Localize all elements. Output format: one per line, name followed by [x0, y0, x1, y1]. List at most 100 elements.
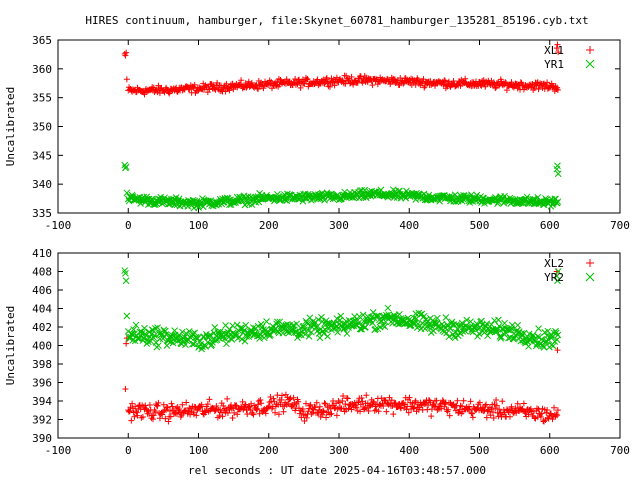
x-tick-label: 200	[259, 444, 279, 457]
data-point	[548, 80, 555, 87]
y-axis-label: Uncalibrated	[4, 87, 17, 166]
data-point	[257, 396, 264, 403]
data-point	[255, 401, 262, 408]
data-point	[359, 311, 367, 319]
data-point	[219, 334, 226, 342]
data-point	[438, 405, 445, 412]
data-point	[123, 49, 130, 56]
x-tick-label: 0	[125, 219, 132, 232]
data-point	[490, 414, 497, 421]
data-point	[554, 87, 561, 94]
data-point	[132, 403, 139, 410]
data-point	[156, 196, 164, 203]
data-point	[240, 327, 248, 334]
data-point	[506, 413, 513, 420]
data-point	[421, 82, 428, 89]
data-point	[263, 318, 270, 325]
data-point	[499, 398, 506, 405]
data-point	[400, 80, 407, 87]
data-point	[278, 396, 285, 403]
data-point	[466, 403, 473, 410]
data-point	[244, 411, 251, 418]
data-point	[348, 73, 355, 80]
y-tick-label: 408	[32, 266, 52, 279]
data-point	[390, 194, 398, 201]
data-point	[554, 407, 561, 414]
data-point	[213, 403, 220, 410]
data-point	[493, 397, 500, 404]
data-point	[458, 319, 466, 327]
data-point	[305, 333, 313, 340]
data-point	[382, 311, 390, 319]
x-tick-label: -100	[45, 444, 72, 457]
data-point	[440, 81, 447, 88]
data-point	[218, 400, 225, 407]
data-point	[369, 319, 376, 327]
data-point	[190, 340, 198, 348]
data-point	[441, 77, 448, 84]
data-point	[554, 277, 561, 285]
data-point	[206, 86, 213, 93]
data-point	[254, 322, 262, 330]
data-point	[193, 412, 200, 419]
data-point	[250, 411, 257, 418]
data-point	[466, 406, 473, 413]
data-point	[166, 408, 173, 415]
data-point	[397, 404, 404, 411]
data-point	[198, 345, 206, 353]
y-tick-label: 345	[32, 149, 52, 162]
data-point	[441, 403, 448, 410]
data-point	[151, 324, 159, 332]
data-point	[535, 325, 542, 332]
data-point	[520, 400, 527, 407]
y-tick-label: 365	[32, 34, 52, 47]
panel-top: -100 0 100 200 300 400 500 600 700 335 340 345 350 35…	[4, 34, 630, 232]
data-point	[361, 186, 369, 194]
data-point	[150, 412, 157, 419]
data-point	[551, 404, 558, 411]
data-point	[249, 410, 256, 417]
data-point	[493, 84, 500, 91]
data-point	[517, 79, 524, 86]
data-point	[286, 396, 293, 403]
data-point	[122, 52, 129, 59]
data-point	[319, 411, 326, 418]
data-point	[132, 321, 140, 329]
data-point	[457, 402, 464, 409]
data-point	[123, 312, 131, 320]
x-tick-label: 600	[540, 444, 560, 457]
data-point	[323, 76, 330, 83]
data-point	[270, 395, 277, 402]
x-tick-label: 600	[540, 219, 560, 232]
data-point	[496, 333, 504, 340]
data-point	[357, 408, 364, 415]
x-tick-label: 300	[329, 219, 349, 232]
data-point	[302, 400, 309, 407]
data-point	[260, 85, 267, 92]
data-point	[483, 414, 490, 421]
data-point	[554, 347, 561, 354]
data-point	[324, 333, 331, 340]
data-point	[314, 76, 321, 83]
data-point	[495, 413, 502, 420]
data-point	[164, 404, 171, 411]
data-point	[141, 91, 148, 98]
data-point	[134, 412, 141, 419]
data-point	[433, 397, 440, 404]
data-point	[224, 409, 231, 416]
data-point	[538, 335, 546, 343]
chart-panels: -100 0 100 200 300 400 500 600 700 335 340 345 350 35…	[4, 34, 630, 457]
data-point	[405, 409, 412, 416]
data-point	[535, 86, 542, 93]
data-point	[549, 416, 556, 423]
data-point	[353, 78, 360, 85]
data-point	[412, 397, 419, 404]
data-point	[152, 408, 159, 415]
data-point	[531, 414, 538, 421]
data-point	[322, 400, 329, 407]
data-point	[476, 399, 483, 406]
data-point	[267, 394, 274, 401]
data-point	[432, 82, 439, 89]
data-point	[544, 407, 551, 414]
data-point	[420, 312, 428, 320]
